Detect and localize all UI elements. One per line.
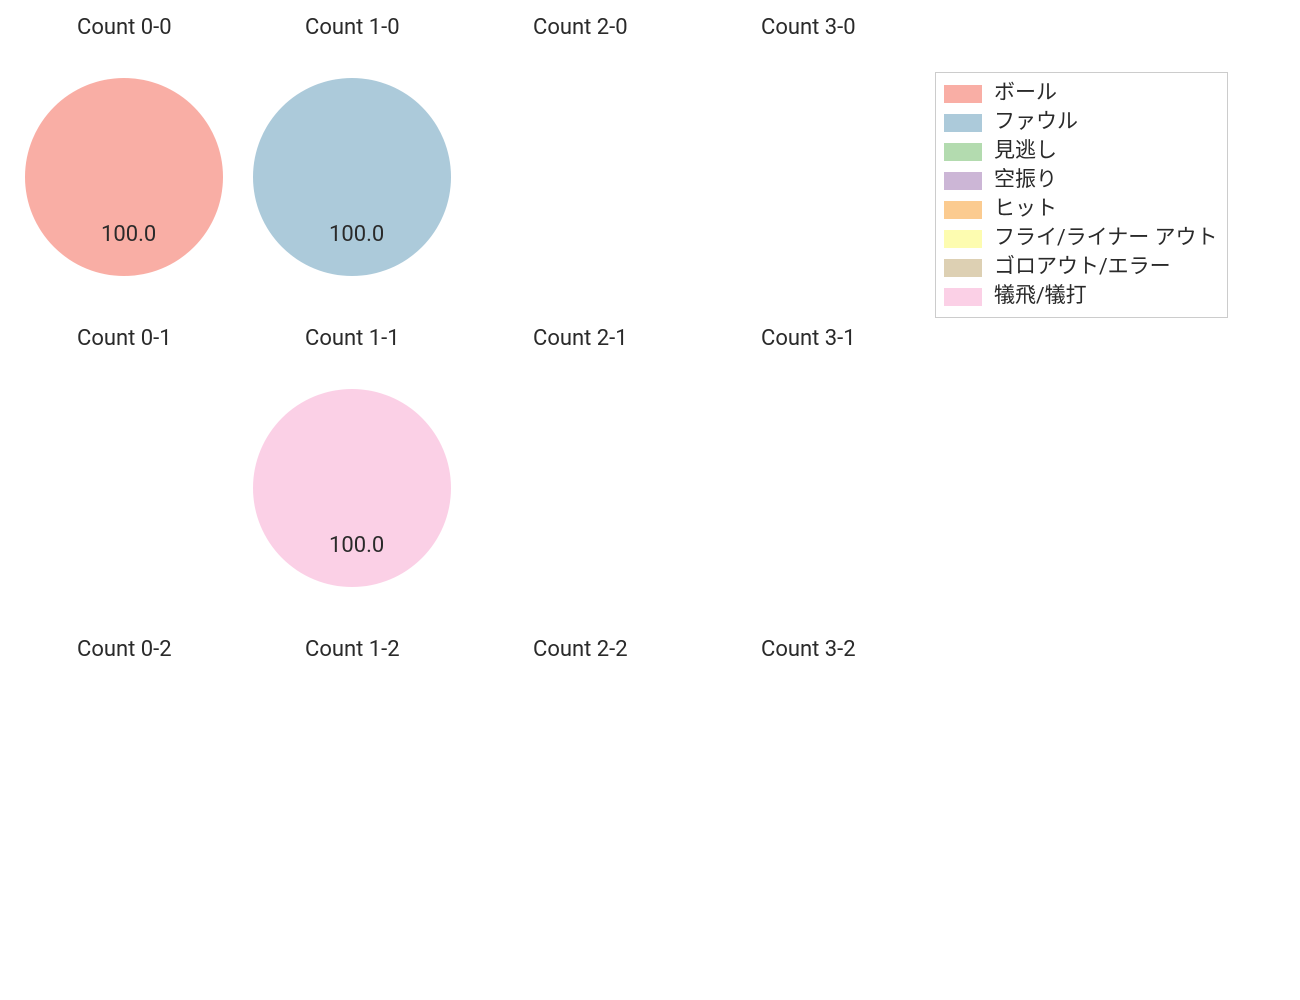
legend-label: ゴロアウト/エラー: [994, 257, 1171, 278]
cell-2-0: Count 0-2: [25, 637, 253, 948]
cell-title: Count 1-2: [305, 637, 400, 662]
legend-row: フライ/ライナー アウト: [944, 224, 1217, 253]
cell-title: Count 0-2: [77, 637, 172, 662]
cell-title: Count 0-0: [77, 15, 172, 40]
legend-swatch: [944, 230, 982, 248]
cell-1-1: Count 1-1 100.0: [253, 326, 481, 637]
legend-label: ファウル: [994, 112, 1078, 133]
cell-title: Count 1-1: [305, 326, 400, 351]
cell-1-2: Count 2-1: [481, 326, 709, 637]
legend-swatch: [944, 114, 982, 132]
legend-swatch: [944, 172, 982, 190]
pie-value-label: 100.0: [329, 222, 384, 247]
legend-swatch: [944, 85, 982, 103]
legend-row: ゴロアウト/エラー: [944, 253, 1217, 282]
legend-swatch: [944, 288, 982, 306]
cell-0-1: Count 1-0 100.0: [253, 15, 481, 326]
cell-title: Count 3-1: [761, 326, 856, 351]
legend: ボールファウル見逃し空振りヒットフライ/ライナー アウトゴロアウト/エラー犠飛/…: [935, 72, 1228, 318]
legend-label: フライ/ライナー アウト: [994, 228, 1217, 249]
cell-2-2: Count 2-2: [481, 637, 709, 948]
legend-label: ヒット: [994, 199, 1057, 220]
cell-0-3: Count 3-0: [709, 15, 937, 326]
cell-0-2: Count 2-0: [481, 15, 709, 326]
pie-value-label: 100.0: [329, 533, 384, 558]
cell-title: Count 3-0: [761, 15, 856, 40]
legend-row: ヒット: [944, 195, 1217, 224]
cell-title: Count 1-0: [305, 15, 400, 40]
cell-2-3: Count 3-2: [709, 637, 937, 948]
legend-row: 犠飛/犠打: [944, 282, 1217, 311]
legend-swatch: [944, 201, 982, 219]
legend-row: ボール: [944, 79, 1217, 108]
pie-value-label: 100.0: [101, 222, 156, 247]
cell-2-1: Count 1-2: [253, 637, 481, 948]
legend-swatch: [944, 143, 982, 161]
legend-row: 見逃し: [944, 137, 1217, 166]
cell-1-3: Count 3-1: [709, 326, 937, 637]
cell-1-0: Count 0-1: [25, 326, 253, 637]
legend-swatch: [944, 259, 982, 277]
cell-title: Count 2-2: [533, 637, 628, 662]
cell-title: Count 2-0: [533, 15, 628, 40]
cell-title: Count 2-1: [533, 326, 628, 351]
legend-label: 犠飛/犠打: [994, 286, 1087, 307]
legend-label: 見逃し: [994, 141, 1057, 162]
legend-label: 空振り: [994, 170, 1057, 191]
cell-title: Count 3-2: [761, 637, 856, 662]
cell-0-0: Count 0-0 100.0: [25, 15, 253, 326]
legend-row: ファウル: [944, 108, 1217, 137]
cell-title: Count 0-1: [77, 326, 172, 351]
chart-stage: Count 0-0 100.0 Count 1-0 100.0 Count 2-0 Cou…: [0, 0, 1300, 1000]
legend-label: ボール: [994, 83, 1057, 104]
legend-row: 空振り: [944, 166, 1217, 195]
